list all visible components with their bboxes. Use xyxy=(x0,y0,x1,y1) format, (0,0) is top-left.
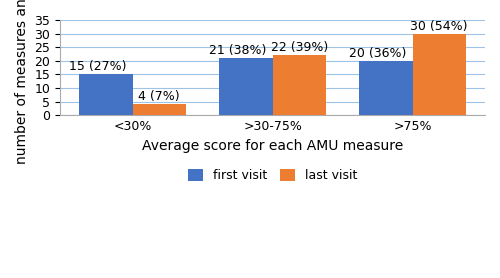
Text: 22 (39%): 22 (39%) xyxy=(270,41,328,54)
Y-axis label: number of measures and %: number of measures and % xyxy=(15,0,29,164)
Text: 30 (54%): 30 (54%) xyxy=(410,19,468,33)
Legend: first visit, last visit: first visit, last visit xyxy=(183,164,362,187)
X-axis label: Average score for each AMU measure: Average score for each AMU measure xyxy=(142,139,403,153)
Bar xyxy=(360,61,412,115)
Text: 20 (36%): 20 (36%) xyxy=(350,47,406,60)
Bar xyxy=(412,34,466,115)
Text: 21 (38%): 21 (38%) xyxy=(210,44,266,57)
Bar xyxy=(220,58,272,115)
Bar xyxy=(132,104,186,115)
Bar xyxy=(80,75,132,115)
Text: 15 (27%): 15 (27%) xyxy=(70,60,127,73)
Bar xyxy=(272,55,326,115)
Text: 4 (7%): 4 (7%) xyxy=(138,90,180,103)
